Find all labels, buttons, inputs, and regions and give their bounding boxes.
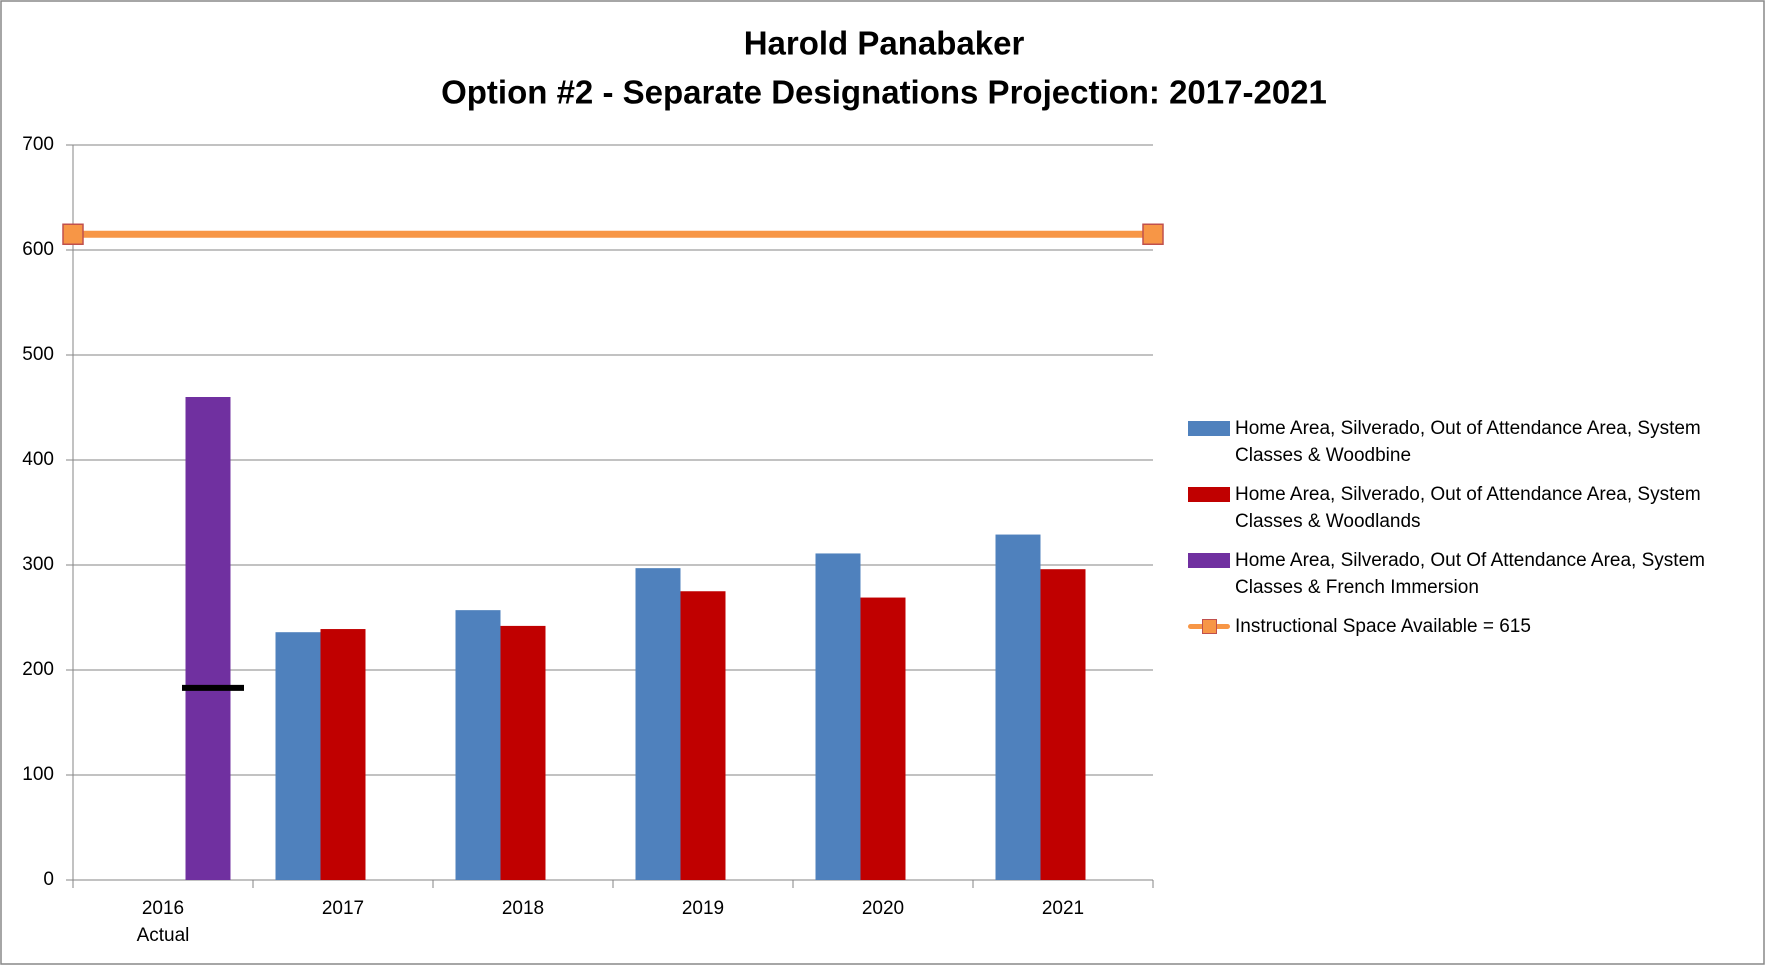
y-tick-label: 400 [22, 449, 54, 470]
legend-label: Instructional Space Available = 615 [1235, 616, 1531, 637]
bar [995, 534, 1041, 880]
legend-swatch [1188, 415, 1230, 442]
bar [320, 629, 366, 880]
y-tick-label: 700 [22, 134, 54, 155]
bar [815, 553, 861, 880]
swatch-fill [1188, 553, 1230, 568]
legend-label: Home Area, Silverado, Out of Attendance … [1235, 484, 1701, 532]
x-tick-label: 2020 [861, 898, 905, 919]
bar [185, 397, 231, 880]
x-tick-label: 2019 [681, 898, 725, 919]
legend-swatch [1188, 481, 1230, 508]
legend-label: Home Area, Silverado, Out of Attendance … [1235, 418, 1701, 466]
y-tick-label: 500 [22, 344, 54, 365]
y-tick-label: 0 [43, 869, 54, 890]
legend-item: Home Area, Silverado, Out of Attendance … [1188, 415, 1745, 469]
legend-label: Home Area, Silverado, Out Of Attendance … [1235, 550, 1705, 598]
legend-item: Home Area, Silverado, Out of Attendance … [1188, 481, 1745, 535]
x-tick-label: 2021 [1041, 898, 1085, 919]
bar [635, 568, 681, 880]
capacity-marker [62, 223, 84, 245]
swatch-fill [1188, 487, 1230, 502]
chart-subtitle: Option #2 - Separate Designations Projec… [441, 74, 1327, 111]
legend-item: Instructional Space Available = 615 [1188, 613, 1745, 640]
y-tick-label: 200 [22, 659, 54, 680]
x-tick-label: 2017 [321, 898, 365, 919]
legend-swatch [1188, 547, 1230, 574]
y-tick-label: 100 [22, 764, 54, 785]
legend-swatch [1188, 613, 1230, 640]
chart-title: Harold Panabaker [744, 25, 1025, 62]
bar [1040, 569, 1086, 880]
y-tick-label: 600 [22, 239, 54, 260]
capacity-marker [1142, 223, 1164, 245]
x-tick-label: 2018 [501, 898, 545, 919]
bar [275, 632, 321, 880]
legend: Home Area, Silverado, Out of Attendance … [1188, 415, 1745, 652]
y-tick-label: 300 [22, 554, 54, 575]
swatch-fill [1188, 421, 1230, 436]
bar [860, 597, 906, 880]
x-tick-label: 2016 Actual [136, 898, 190, 946]
bar [680, 591, 726, 880]
swatch-marker [1202, 619, 1217, 634]
bar [500, 625, 546, 880]
bar [455, 610, 501, 880]
legend-item: Home Area, Silverado, Out Of Attendance … [1188, 547, 1745, 601]
